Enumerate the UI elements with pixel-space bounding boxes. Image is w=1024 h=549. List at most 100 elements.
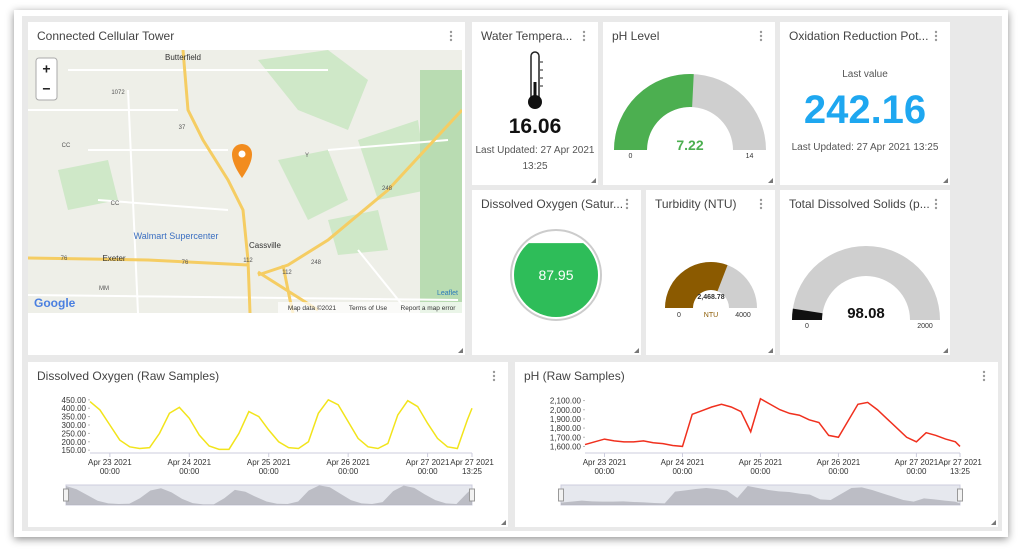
dissolved-oxygen-saturation-panel: 87.95 Dissolved Oxygen (Satur... xyxy=(472,190,641,355)
road-shield: CC xyxy=(62,143,71,149)
y-tick-label: 2,000.00 xyxy=(550,406,582,415)
road-shield: 112 xyxy=(243,258,253,264)
caption: Last value xyxy=(842,69,888,80)
panel-title: Connected Cellular Tower xyxy=(37,29,175,43)
resize-handle[interactable] xyxy=(458,348,463,353)
level-value: 87.95 xyxy=(538,267,573,283)
map-roads xyxy=(28,69,459,313)
road-shield: 112 xyxy=(282,270,292,276)
y-tick-label: 2,100.00 xyxy=(550,397,582,406)
y-tick-label: 350.00 xyxy=(62,413,87,422)
gauge-value-label: 2,468.78 xyxy=(697,294,724,301)
y-tick-label: 250.00 xyxy=(62,429,87,438)
gauge-min: 0 xyxy=(677,312,681,319)
panel-title: pH (Raw Samples) xyxy=(524,369,625,383)
menu-dot xyxy=(449,38,453,42)
navigator-handle[interactable] xyxy=(558,488,564,502)
place-label: Butterfield xyxy=(165,53,201,62)
menu-dot xyxy=(934,30,938,34)
road-shield: Y xyxy=(305,153,309,159)
x-tick-label: Apr 23 2021 00:00 xyxy=(582,458,627,476)
y-tick-label: 1,700.00 xyxy=(550,433,582,442)
gauge-track xyxy=(792,246,940,320)
level-fill xyxy=(514,243,598,317)
place-label: Walmart Supercenter xyxy=(134,231,219,241)
menu-dot xyxy=(449,30,453,34)
panel-canvas: 1,600.001,700.001,800.001,900.002,000.00… xyxy=(550,397,963,506)
x-tick-label: Apr 26 2021 00:00 xyxy=(326,458,370,476)
map-woods xyxy=(58,50,428,255)
ph-raw-panel: 1,600.00 1,700.00 1,800.00 1,900.00 2,000.00… xyxy=(515,362,998,527)
last-updated: Last Updated: 27 Apr 2021 13:25 xyxy=(475,145,595,172)
navigator-handle[interactable] xyxy=(469,488,475,502)
road-shield: 248 xyxy=(311,260,322,266)
gauge-value xyxy=(614,73,694,150)
map-attribution: Map data ©2021 xyxy=(288,304,337,312)
panel-canvas: 150.00200.00250.00300.00350.00400.00450.… xyxy=(62,396,475,506)
last-updated: Last Updated: 27 Apr 2021 13:25 xyxy=(791,142,939,153)
gauge-min: 0 xyxy=(805,323,809,330)
current-value: 242.16 xyxy=(803,88,927,132)
do-raw-panel: 150.00 200.00 250.00 300.00 350.00 400.00 450.… xyxy=(28,362,508,527)
gauge-max: 4000 xyxy=(735,312,751,319)
x-tick-label: Apr 25 2021 00:00 xyxy=(246,458,291,476)
map-attribution[interactable]: Terms of Use xyxy=(349,305,388,312)
map-pin[interactable] xyxy=(232,144,252,178)
x-tick-label: Apr 27 2021 13:25 xyxy=(450,458,494,476)
map-attribution[interactable]: Report a map error xyxy=(401,305,457,312)
road-shield: 37 xyxy=(179,125,186,131)
panel-title: Turbidity (NTU) xyxy=(655,197,737,211)
y-tick-label: 300.00 xyxy=(62,421,87,430)
panel-title: pH Level xyxy=(612,29,660,43)
road-shield: 76 xyxy=(182,260,189,266)
zoom-out[interactable]: − xyxy=(42,81,50,97)
x-tick-label: Apr 27 2021 13:25 xyxy=(938,458,982,476)
panel-canvas: 0 4000 2,468.78 NTU xyxy=(665,262,757,319)
map-highways xyxy=(28,50,462,313)
data-line xyxy=(584,397,961,448)
map-attribution[interactable]: Leaflet xyxy=(437,290,458,297)
x-tick-label: Apr 24 2021 00:00 xyxy=(167,458,212,476)
y-tick-label: 450.00 xyxy=(62,396,87,405)
resize-handle[interactable] xyxy=(591,178,596,183)
gauge-value xyxy=(665,262,728,308)
map-panel: Connected Cellular Tower Butterfield Wal… xyxy=(28,22,465,355)
y-tick-label: 1,600.00 xyxy=(550,442,582,451)
gauge-max: 2000 xyxy=(917,323,933,330)
panel-title: Oxidation Reduction Pot... xyxy=(789,29,929,43)
map[interactable]: Butterfield Walmart Supercenter Cassvill… xyxy=(28,50,462,313)
menu-icon[interactable] xyxy=(449,30,453,42)
x-tick-label: Apr 26 2021 00:00 xyxy=(816,458,861,476)
data-line xyxy=(89,398,473,451)
panel-canvas: 0 14 7.22 xyxy=(614,73,766,160)
menu-icon[interactable] xyxy=(934,30,938,42)
gauge-value xyxy=(792,308,823,320)
y-tick-label: 400.00 xyxy=(62,404,87,413)
orp-panel: Oxidation Reduction Pot... Last value 24… xyxy=(780,22,950,185)
x-tick-label: Apr 25 2021 00:00 xyxy=(738,458,783,476)
menu-dot xyxy=(449,34,453,38)
panel-canvas: 87.95 xyxy=(510,229,602,321)
map-logo: Google xyxy=(34,296,76,310)
navigator-handle[interactable] xyxy=(957,488,963,502)
x-tick-label: Apr 27 2021 00:00 xyxy=(894,458,939,476)
gauge-unit: NTU xyxy=(704,312,718,319)
total-dissolved-solids-panel: 0 2000 98.08 Total Dissolved Solids (p... xyxy=(780,190,950,355)
panel-title: Total Dissolved Solids (p... xyxy=(789,197,930,211)
place-label: Exeter xyxy=(102,254,125,263)
zoom-in[interactable]: + xyxy=(42,61,50,77)
resize-handle[interactable] xyxy=(943,178,948,183)
panel-title: Water Tempera... xyxy=(481,29,573,43)
turbidity-panel: 0 4000 2,468.78 NTU Turbidity (NTU) xyxy=(646,190,775,355)
menu-dot xyxy=(934,38,938,42)
place-label: Cassville xyxy=(249,241,282,250)
y-tick-label: 1,900.00 xyxy=(550,415,582,424)
panel-title: Dissolved Oxygen (Satur... xyxy=(481,197,624,211)
map-forest xyxy=(420,70,462,313)
road-shield: CC xyxy=(111,201,120,207)
current-value: 16.06 xyxy=(508,115,562,138)
road-shield: 248 xyxy=(382,186,393,192)
navigator-handle[interactable] xyxy=(63,488,69,502)
panel-title: Dissolved Oxygen (Raw Samples) xyxy=(37,369,220,383)
